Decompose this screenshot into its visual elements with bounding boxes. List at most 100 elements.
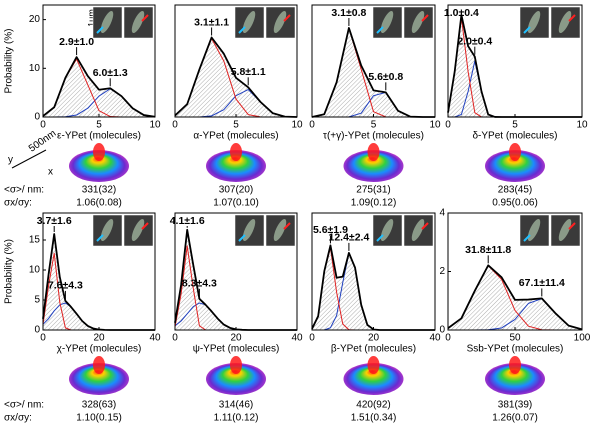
arrow [376,26,384,34]
x-tick-label: 0 [445,333,451,344]
cell [527,218,541,242]
hatch-area [312,27,435,117]
x-axis-label: τ(+γ)-YPet (molecules) [323,131,424,142]
x-tick-label: 0 [172,120,178,131]
peak-label: 6.0±1.3 [93,67,128,79]
x-tick-label: 20 [93,333,105,344]
cell [380,10,394,34]
y-tick-label: 0 [34,325,40,336]
arrow [96,26,104,34]
panel: 0 20 40 ψ-YPet (molecules) 4.1±1.6 8.3±4.3 314… [170,212,303,424]
stat-value: 1.06(0.08) [76,198,122,209]
cell [411,218,425,242]
y-tick-label: 10 [29,63,41,74]
x-tick-label: 0 [172,333,178,344]
arrow [523,234,531,242]
hatch-area [175,37,297,118]
arrow [523,26,531,34]
psf-peak [93,143,105,161]
stat-label: <σ>/ nm: [4,400,44,411]
peak-label: 2.9±1.0 [59,36,94,48]
x-tick-label: 0 [309,120,315,131]
x-tick-label: 0 [40,120,46,131]
micrograph [403,6,434,39]
x-axis-label: ψ-YPet (molecules) [193,344,280,355]
stat-value: 420(92) [356,400,390,411]
cell [100,10,114,34]
peak-label: 1.0±0.4 [444,7,479,19]
cell [380,218,394,242]
cell [273,10,287,34]
peak-label: 3.1±1.1 [194,16,229,28]
cell [411,10,425,34]
peak-label: 4.1±1.6 [170,215,205,227]
peak-label: 5.6±0.8 [368,71,403,83]
psf-peak [93,356,105,374]
panel: 0 50 100 0 2 4 Ssb-YPet (molecules) 31.8±11.8 67… [439,208,591,424]
y-axis-label: Probability (%) [4,239,15,304]
arrow [421,222,429,230]
stat-value: 1.11(0.12) [214,413,259,423]
y-tick-label: 0 [34,112,40,123]
arrow [283,222,291,230]
scale-label: 1μm [86,9,96,27]
hatch-area [448,14,582,117]
peak-label: 12.4±2.4 [329,232,370,244]
stat-value: 331(32) [82,185,116,196]
arrow [238,234,246,242]
hatch-area [312,245,435,330]
hatch-area [43,57,155,117]
x-axis-label: α-YPet (molecules) [193,131,278,142]
arrow [141,14,149,22]
stat-value: 0.95(0.06) [492,198,538,209]
x-axis-label: Ssb-YPet (molecules) [467,344,564,355]
cell [527,10,541,34]
y-tick-label: 20 [29,14,41,25]
fit-total [42,56,156,118]
panel: 0 5 10 δ-YPet (molecules) 1.0±0.4 2.0±0.4 283(… [444,4,588,209]
x-tick-label: 10 [291,120,303,131]
psf-peak [367,143,380,161]
psf-surface [485,150,545,182]
x-tick-label: 0 [445,120,451,131]
peak-label: 3.1±0.8 [331,7,366,19]
x-tick-label: 100 [574,333,591,344]
arrow [421,14,429,22]
x-tick-label: 10 [149,120,161,131]
x-axis-label: δ-YPet (molecules) [472,131,557,142]
peak-label: 5.8±1.1 [231,66,266,78]
stat-value: 1.09(0.12) [351,198,397,209]
stat-value: 1.07(0.10) [213,198,259,209]
y-tick-label: 4 [439,208,445,219]
x-tick-label: 50 [509,333,521,344]
psf-surface [343,150,404,182]
panel: 0 5 10 τ(+γ)-YPet (molecules) 3.1±0.8 5.6±0.8… [309,4,441,209]
peak-label: 2.0±0.4 [457,35,492,47]
panel: 0 20 40 0 5 10 15 χ-YPet (molecules) Probability… [4,212,161,424]
peak-label: 67.1±11.4 [519,277,565,289]
arrow [283,14,291,22]
psf-peak [509,356,521,374]
x-tick-label: 5 [512,120,518,131]
x-axis-label: ε-YPet (molecules) [57,131,141,142]
y-tick-label: 0 [439,325,445,336]
arrow [141,222,149,230]
peak-label: 31.8±11.8 [465,244,511,256]
x-tick-label: 40 [149,333,161,344]
y-axis-label: Probability (%) [4,28,15,93]
stat-value: 307(20) [219,185,253,196]
x-tick-label: 5 [371,120,377,131]
panel: 0 5 10 0 10 20 ε-YPet (molecules) Probability (… [4,4,161,209]
arrow [568,14,576,22]
x-axis-label: β-YPet (molecules) [331,344,416,355]
x-tick-label: 10 [576,120,588,131]
stat-value: 328(63) [82,400,116,411]
stat-value: 314(46) [219,400,253,411]
axis-letter: y [8,155,13,166]
cell [242,218,256,242]
micrograph [123,6,154,39]
psf-peak [367,356,380,374]
x-tick-label: 10 [429,120,441,131]
stat-value: 275(31) [356,185,390,196]
